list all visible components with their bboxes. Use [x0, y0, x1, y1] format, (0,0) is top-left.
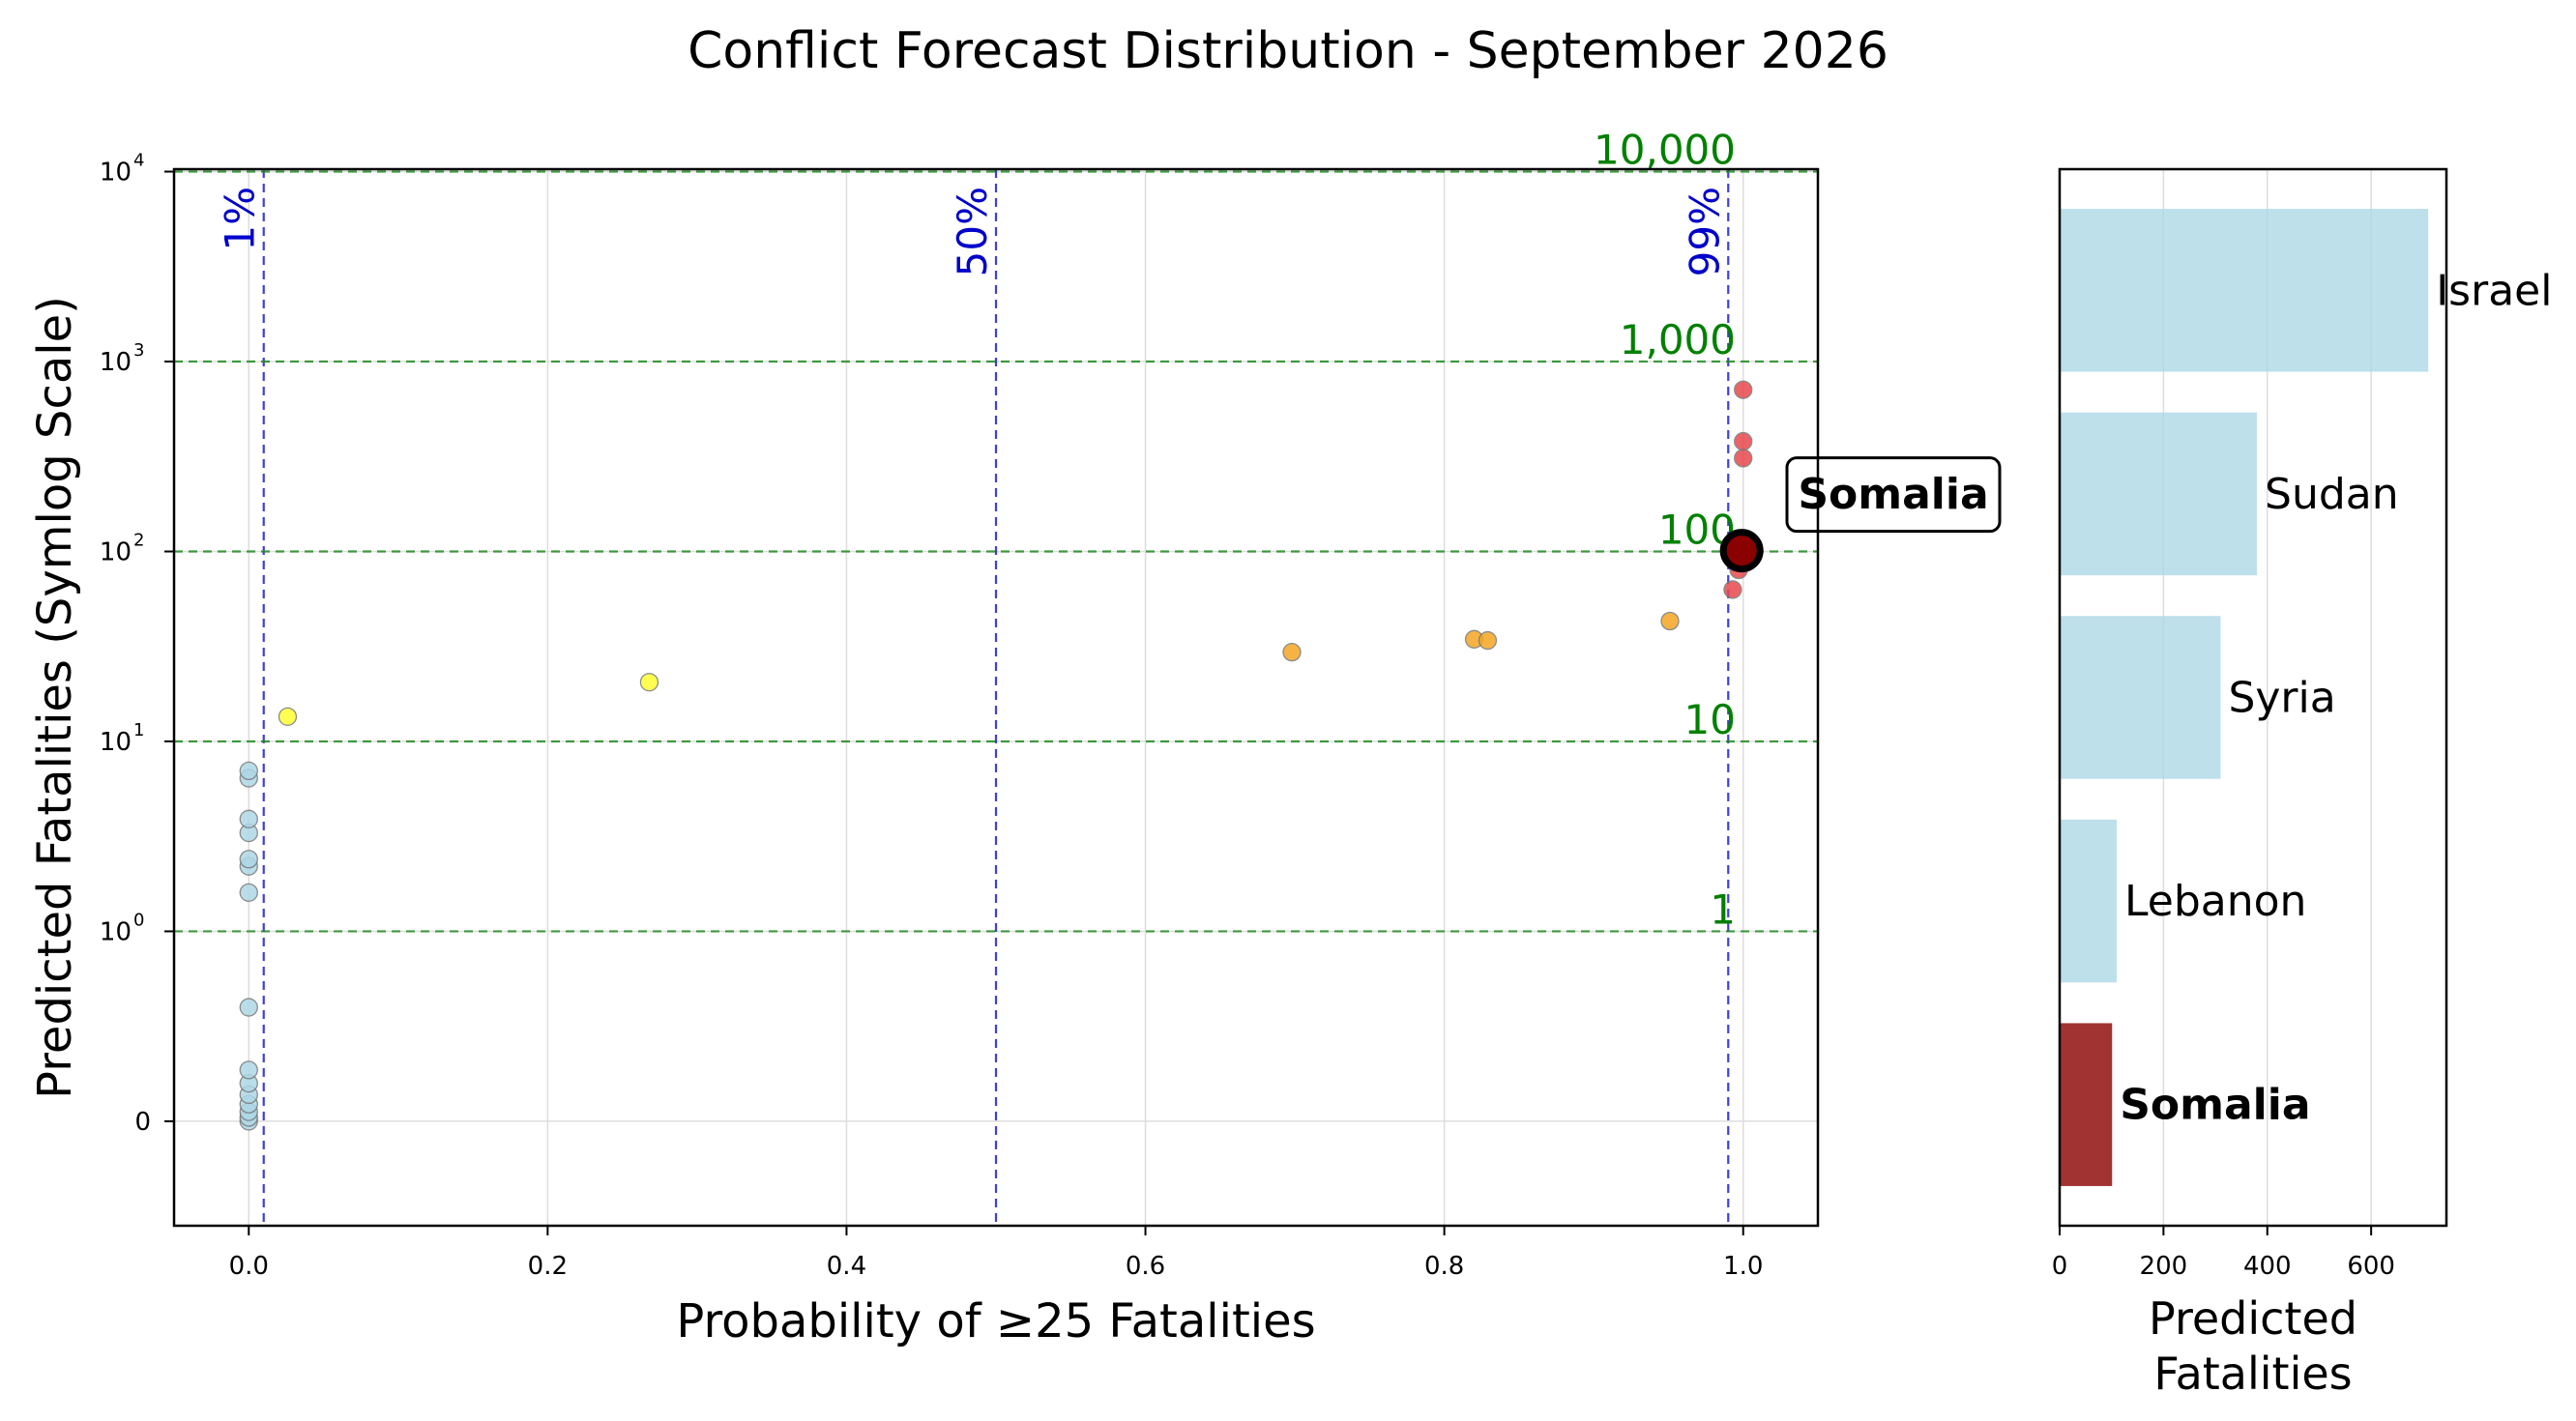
probability-threshold-lines: 1% 50% 99% [217, 169, 1730, 1226]
scatter-point-high-risk [1734, 431, 1753, 451]
scatter-x-tick-label: 0.2 [528, 1252, 568, 1281]
scatter-y-tick-base: 10 [100, 348, 132, 377]
scatter-y-tick-base: 10 [100, 537, 132, 566]
scatter-x-ticks: 0.0 0.2 0.4 0.6 0.8 1.0 [229, 1226, 1763, 1281]
bar-x-axis-label-line: Fatalities [2153, 1348, 2352, 1400]
bar-label: Sudan [2265, 470, 2399, 519]
scatter-point-high-risk [1723, 580, 1742, 599]
scatter-point-no-risk [239, 998, 258, 1017]
scatter-y-axis-label: Predicted Fatalities (Symlog Scale) [28, 296, 82, 1099]
scatter-point-medium-risk [1282, 643, 1302, 662]
bar-series: Israel Sudan Syria Lebanon Somalia [2060, 209, 2552, 1186]
bar-israel [2060, 209, 2429, 372]
bar-lebanon [2060, 819, 2118, 983]
bar-x-axis-label: Predicted Fatalities [2149, 1292, 2357, 1400]
fatality-line-label: 10,000 [1594, 127, 1736, 174]
scatter-point-low-risk [639, 673, 659, 692]
scatter-point-medium-risk [1660, 611, 1680, 631]
scatter-frame [172, 167, 1820, 1228]
scatter-y-tick-base: 10 [100, 159, 132, 188]
scatter-point-medium-risk [1478, 630, 1498, 651]
scatter-y-tick-base: 10 [100, 917, 132, 946]
probability-line-label: 50% [949, 187, 996, 276]
scatter-y-tick-exponent: 4 [133, 151, 144, 171]
bar-x-tick-label: 200 [2140, 1252, 2188, 1281]
scatter-y-tick-exponent: 1 [133, 720, 144, 740]
scatter-x-axis-label: Probability of ≥25 Fatalities [676, 1294, 1315, 1348]
scatter-point-no-risk [239, 883, 258, 902]
bar-x-ticks: 0 200 400 600 [2052, 1226, 2395, 1281]
bar-label: Lebanon [2124, 877, 2306, 926]
scatter-point-no-risk [239, 761, 258, 781]
bar-sudan [2060, 412, 2258, 576]
bar-label: Israel [2436, 266, 2552, 315]
scatter-y-tick-base: 10 [100, 728, 132, 757]
scatter-x-tick-label: 0.0 [229, 1252, 269, 1281]
scatter-point-no-risk [239, 850, 258, 869]
highlight-label-box [1785, 456, 2002, 534]
scatter-y-tick-exponent: 0 [133, 910, 144, 930]
scatter-x-tick-label: 0.6 [1126, 1252, 1165, 1281]
scatter-point-no-risk [239, 1060, 258, 1080]
probability-line-label: 99% [1681, 187, 1728, 276]
bar-label: Somalia [2120, 1081, 2310, 1130]
figure-title: Conflict Forecast Distribution - Septemb… [688, 22, 1888, 80]
bar-panel: Israel Sudan Syria Lebanon Somalia 0 200 400 60… [2052, 167, 2552, 1400]
scatter-y-tick-exponent: 2 [133, 530, 144, 550]
scatter-x-tick-label: 0.4 [827, 1252, 866, 1281]
bar-frame [2058, 167, 2448, 1228]
probability-line-label: 1% [217, 187, 264, 251]
fatality-line-label: 1,000 [1620, 316, 1736, 363]
bar-x-tick-label: 0 [2052, 1252, 2068, 1281]
fatality-line-label: 10 [1684, 696, 1736, 743]
bar-label: Syria [2228, 674, 2335, 723]
scatter-x-tick-label: 0.8 [1424, 1252, 1464, 1281]
scatter-x-tick-label: 1.0 [1723, 1252, 1763, 1281]
scatter-point-low-risk [278, 707, 298, 727]
bar-x-tick-label: 400 [2243, 1252, 2292, 1281]
scatter-point-high-risk [1734, 380, 1753, 399]
bar-x-axis-label-line: Predicted [2149, 1292, 2357, 1345]
highlight-point-group: Somalia [1719, 456, 2002, 573]
scatter-y-tick-exponent: 3 [133, 340, 144, 361]
scatter-point-no-risk [239, 809, 258, 828]
scatter-y-tick-label: 0 [134, 1108, 151, 1137]
scatter-points [239, 380, 1753, 1131]
bar-syria [2060, 616, 2221, 779]
bar-somalia [2060, 1023, 2113, 1186]
fatality-line-label: 1 [1710, 885, 1736, 933]
scatter-point-high-risk [1734, 449, 1753, 468]
bar-x-tick-label: 600 [2347, 1252, 2395, 1281]
highlight-label: Somalia [1798, 470, 1988, 519]
highlight-point [1719, 529, 1764, 573]
